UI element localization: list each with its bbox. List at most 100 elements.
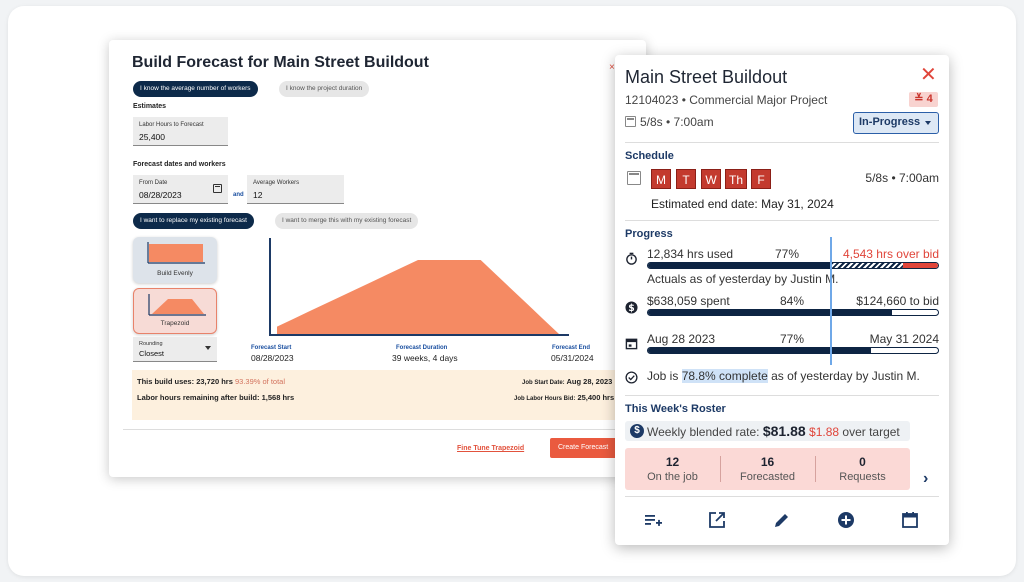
- amount-spent: $638,059 spent: [647, 294, 730, 308]
- chart-y-axis: [269, 238, 271, 335]
- shape-label: Build Evenly: [157, 270, 193, 277]
- average-workers-field[interactable]: Average Workers 12: [247, 175, 344, 204]
- spent-percent: 84%: [780, 294, 805, 308]
- spent-progress-bar: [647, 309, 939, 316]
- divider: [123, 429, 646, 430]
- dates-heading: Forecast dates and workers: [133, 161, 226, 168]
- completion-prefix: Job is: [647, 369, 682, 383]
- forecast-end-value: 05/31/2024: [551, 353, 594, 363]
- summary-uses: This build uses: 23,720 hrs 93.39% of to…: [137, 377, 285, 386]
- status-label: In-Progress: [859, 116, 921, 128]
- rate-value: $81.88: [762, 423, 806, 439]
- and-label: and: [233, 192, 244, 198]
- divider: [625, 142, 939, 143]
- rounding-select[interactable]: Rounding Closest: [133, 337, 217, 362]
- date-percent: 77%: [780, 332, 805, 346]
- completion-text: Job is 78.8% complete as of yesterday by…: [647, 369, 920, 383]
- summary-bid: Job Labor Hours Bid: 25,400 hrs: [514, 393, 614, 402]
- hours-over-bid: 4,543 hrs over bid: [842, 247, 939, 261]
- hours-percent: 77%: [775, 247, 800, 261]
- day-monday: M: [651, 169, 671, 189]
- divider: [625, 395, 939, 396]
- today-marker: [830, 237, 832, 365]
- roster-requests: 0 Requests: [815, 448, 910, 490]
- add-list-icon[interactable]: [643, 510, 663, 530]
- roster-label: On the job: [647, 471, 698, 483]
- remaining-label: Labor hours remaining after build:: [137, 393, 260, 402]
- hours-progress-bar: [647, 262, 939, 269]
- alert-badge[interactable]: ≚ 4: [909, 92, 938, 107]
- tab-know-workers[interactable]: I know the average number of workers: [133, 81, 258, 97]
- roster-label: Forecasted: [739, 471, 796, 483]
- start-date: Aug 28 2023: [647, 332, 716, 346]
- edit-icon[interactable]: [772, 510, 792, 530]
- roster-heading: This Week's Roster: [625, 403, 726, 415]
- job-start-value: Aug 28, 2023: [566, 377, 613, 386]
- completion-suffix: as of yesterday by Justin M.: [767, 369, 920, 383]
- hours-used: 12,834 hrs used: [647, 247, 734, 261]
- tab-know-duration[interactable]: I know the project duration: [279, 81, 370, 97]
- forecast-start-value: 08/28/2023: [251, 353, 294, 363]
- divider: [625, 220, 939, 221]
- bid-label: Job Labor Hours Bid:: [514, 396, 576, 402]
- calendar-icon: [627, 171, 645, 189]
- schedule-short-text: 5/8s • 7:00am: [640, 115, 714, 129]
- close-icon[interactable]: ✕: [920, 64, 937, 86]
- calendar-icon[interactable]: [213, 184, 222, 193]
- roster-on-the-job: 12 On the job: [625, 448, 720, 490]
- roster-count: 12: [665, 455, 680, 469]
- field-label: Rounding: [139, 341, 163, 347]
- rate-over-label: over target: [842, 425, 900, 439]
- roster-forecasted: 16 Forecasted: [720, 448, 815, 490]
- uses-value: 23,720 hrs: [196, 377, 233, 386]
- open-external-icon[interactable]: [707, 510, 727, 530]
- labor-hours-field[interactable]: Labor Hours to Forecast 25,400: [133, 117, 228, 146]
- progress-heading: Progress: [625, 228, 673, 240]
- field-value: Closest: [139, 349, 165, 358]
- dialog-title: Build Forecast for Main Street Buildout: [132, 54, 429, 71]
- shape-build-evenly[interactable]: Build Evenly: [133, 237, 217, 283]
- chart-x-axis: [269, 334, 569, 336]
- chevron-down-icon: [925, 121, 931, 125]
- tab-replace-forecast[interactable]: I want to replace my existing forecast: [133, 213, 254, 229]
- status-dropdown[interactable]: In-Progress: [853, 112, 939, 134]
- uses-percent: 93.39% of total: [234, 377, 286, 386]
- uses-label: This build uses:: [137, 377, 195, 386]
- field-label: Average Workers: [253, 180, 300, 186]
- chevron-right-icon[interactable]: ›: [923, 470, 929, 487]
- estimates-heading: Estimates: [133, 103, 167, 110]
- schedule-time: 5/8s • 7:00am: [865, 171, 939, 185]
- roster-count: 16: [760, 455, 775, 469]
- calendar-icon[interactable]: [900, 510, 920, 530]
- forecast-summary: This build uses: 23,720 hrs 93.39% of to…: [132, 370, 646, 420]
- add-circle-icon[interactable]: [836, 510, 856, 530]
- trapezoid-icon: [148, 294, 206, 316]
- bid-value: 25,400 hrs: [577, 393, 615, 402]
- forecast-end-label: Forecast End: [552, 345, 591, 351]
- from-date-field[interactable]: From Date 08/28/2023: [133, 175, 228, 204]
- job-start-label: Job Start Date:: [522, 380, 565, 386]
- spent-to-bid: $124,660 to bid: [856, 294, 939, 308]
- fine-tune-link[interactable]: Fine Tune Trapezoid: [457, 445, 525, 452]
- field-value: 25,400: [139, 132, 165, 142]
- forecast-duration-value: 39 weeks, 4 days: [392, 353, 458, 363]
- roster-label: Requests: [839, 471, 886, 483]
- end-date: May 31 2024: [869, 332, 939, 346]
- stopwatch-icon: [626, 252, 637, 265]
- bar-fill: [648, 348, 872, 353]
- divider: [720, 456, 721, 482]
- roster-summary[interactable]: 12 On the job 16 Forecasted 0 Requests: [625, 448, 910, 490]
- actuals-note: Actuals as of yesterday by Justin M.: [647, 272, 839, 286]
- build-evenly-icon: [147, 242, 205, 264]
- day-thursday: Th: [725, 169, 747, 189]
- forecast-area: [277, 260, 559, 334]
- dollar-icon: $: [630, 424, 644, 438]
- field-value: 08/28/2023: [139, 190, 182, 200]
- tab-merge-forecast[interactable]: I want to merge this with my existing fo…: [275, 213, 419, 229]
- shape-trapezoid[interactable]: Trapezoid: [133, 288, 217, 334]
- forecast-duration-label: Forecast Duration: [396, 345, 448, 351]
- bar-hatch: [830, 263, 904, 268]
- date-progress-bar: [647, 347, 939, 354]
- close-icon[interactable]: ×: [609, 62, 615, 73]
- completion-percent: 78.8% complete: [681, 369, 768, 383]
